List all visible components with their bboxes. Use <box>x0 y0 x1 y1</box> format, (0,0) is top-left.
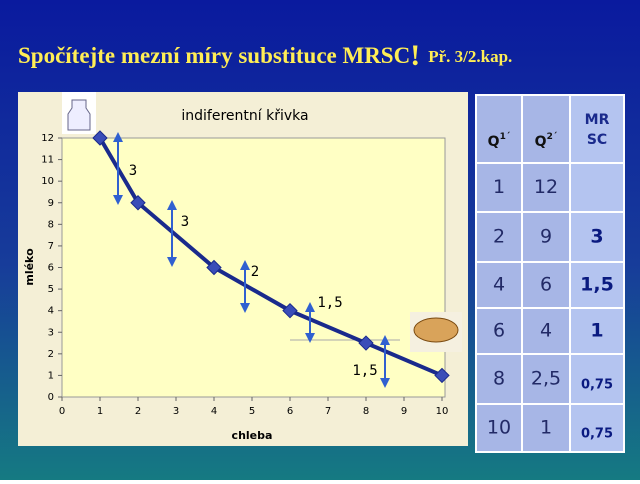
marker <box>92 130 108 146</box>
cell-text: 2 <box>493 226 505 248</box>
annotation: 1,5 <box>352 363 377 379</box>
annotation: 3 <box>181 214 189 230</box>
header-sup: 2´ <box>547 131 558 142</box>
y-tick-label: 7 <box>48 241 54 252</box>
cell-text: 0,75 <box>581 378 613 393</box>
cell-text: 1 <box>590 320 603 342</box>
y-tick-label: 9 <box>48 198 54 209</box>
cell <box>475 353 523 405</box>
y-label: mléko <box>23 248 36 286</box>
header-base: Q <box>488 134 500 150</box>
marker <box>206 259 222 276</box>
y-tick-label: 2 <box>48 349 54 360</box>
cell-text: 0,75 <box>581 427 613 442</box>
y-tick-label: 3 <box>48 327 54 338</box>
header-sup: 1´ <box>500 131 511 142</box>
x-tick-label: 6 <box>287 406 293 417</box>
cell <box>569 261 625 309</box>
y-tick-label: 5 <box>48 284 54 295</box>
cell-text: 1 <box>540 417 552 439</box>
x-tick-label: 0 <box>59 406 65 417</box>
cell-text: 12 <box>534 176 558 198</box>
cell-text: 8 <box>493 368 505 390</box>
header-cell <box>521 94 571 164</box>
header-cell <box>475 94 523 164</box>
header-text: SC <box>587 132 607 148</box>
bread-icon <box>410 312 462 352</box>
cell-text: 4 <box>540 320 552 342</box>
cell-text: 2,5 <box>531 368 561 390</box>
y-tick-label: 11 <box>41 155 54 166</box>
annotation: 2 <box>251 264 259 280</box>
annotation: 1,5 <box>317 295 342 311</box>
y-tick-label: 4 <box>48 306 54 317</box>
cell <box>569 403 625 453</box>
curve <box>98 136 443 378</box>
marker <box>434 367 450 384</box>
header-cell <box>569 94 625 164</box>
title: Spočítejte mezní míry substituce MRSC! Př… <box>18 39 512 72</box>
cell-text: 3 <box>590 226 603 248</box>
cell-text: 4 <box>493 274 505 296</box>
cell <box>569 162 625 213</box>
annotation: 3 <box>129 163 137 179</box>
header-text: MR <box>585 112 610 128</box>
cell <box>569 307 625 355</box>
x-tick-label: 4 <box>211 406 217 417</box>
header-text: Q2´ <box>535 131 558 151</box>
marker <box>358 335 374 351</box>
chart-title: indiferentní křivka <box>181 108 308 124</box>
y-tick-label: 10 <box>41 176 54 187</box>
x-tick-label: 8 <box>363 406 369 417</box>
y-tick-label: 1 <box>48 370 54 381</box>
cell-text: 10 <box>487 417 511 439</box>
y-tick-label: 0 <box>48 392 54 403</box>
marker <box>282 302 298 319</box>
cell <box>521 353 571 405</box>
header-base: Q <box>535 134 547 150</box>
y-tick-label: 8 <box>48 219 54 230</box>
x-tick-label: 2 <box>135 406 141 417</box>
x-tick-label: 3 <box>173 406 179 417</box>
x-tick-label: 10 <box>436 406 449 417</box>
x-tick-label: 1 <box>97 406 103 417</box>
milk-icon <box>62 92 96 134</box>
cell <box>521 162 571 213</box>
x-label: chleba <box>232 429 273 442</box>
x-tick-label: 9 <box>401 406 407 417</box>
cell-text: 6 <box>493 320 505 342</box>
cell-text: 6 <box>540 274 552 296</box>
header-text: Q1´ <box>488 131 511 151</box>
y-tick-label: 6 <box>48 263 54 274</box>
marker <box>130 195 146 211</box>
cell-text: 1,5 <box>580 274 614 296</box>
x-tick-label: 7 <box>325 406 331 417</box>
y-tick-label: 12 <box>41 133 54 144</box>
x-tick-label: 5 <box>249 406 255 417</box>
cell-text: 9 <box>540 226 552 248</box>
cell <box>569 353 625 405</box>
cell-text: 1 <box>493 176 505 198</box>
cell <box>521 403 571 453</box>
